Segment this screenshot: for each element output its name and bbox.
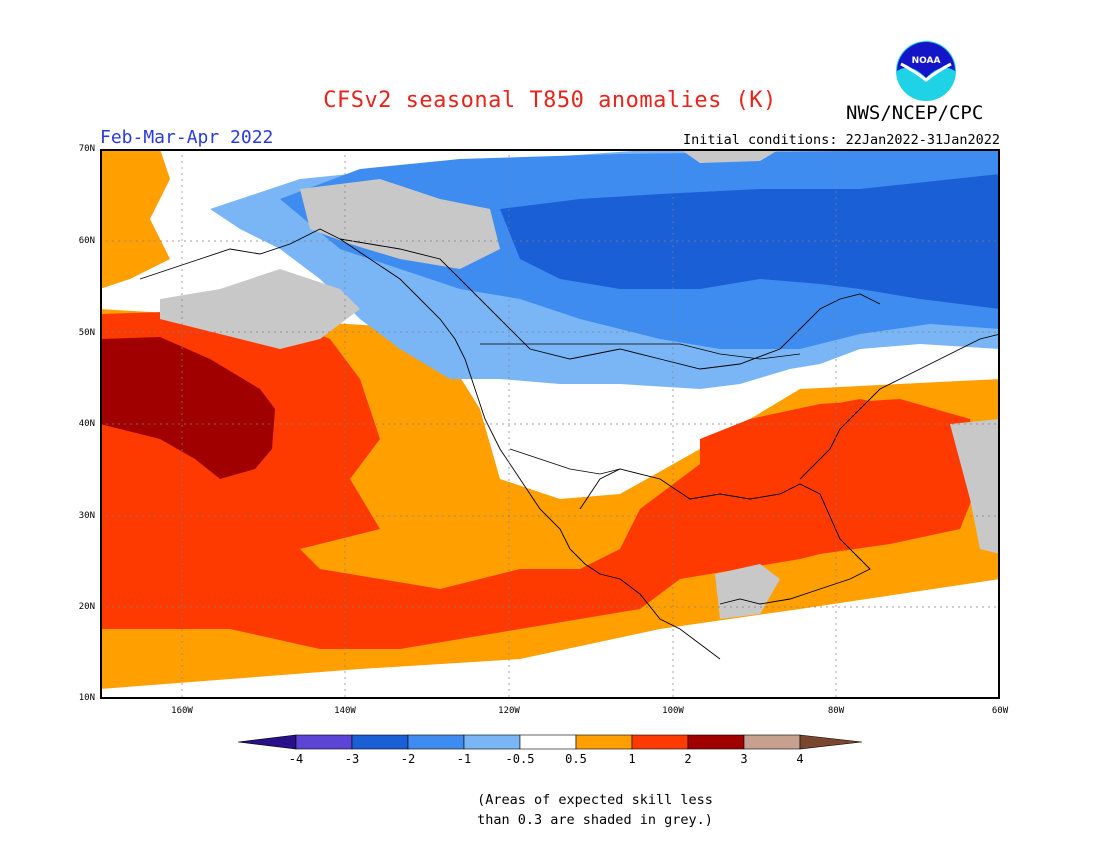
low-skill-grey-east-atlantic [950, 419, 1000, 554]
colorbar-bin [743, 734, 801, 750]
lon-label: 160W [171, 706, 193, 716]
coastline-west [339, 238, 721, 660]
lon-label: 140W [334, 706, 356, 716]
low-skill-grey-alaska [300, 179, 500, 269]
colorbar-label: -4 [288, 752, 304, 766]
colorbar-bin [575, 734, 633, 750]
coastline-gulf [579, 468, 871, 605]
anomaly-region-orange-alaska-west [100, 149, 170, 289]
lat-label: 10N [78, 693, 95, 703]
anomaly-map [100, 149, 1000, 699]
lat-label: 40N [78, 419, 95, 429]
colorbar-bin [295, 734, 353, 750]
graticule [100, 149, 1000, 699]
lon-label: 120W [498, 706, 520, 716]
map-title: CFSv2 seasonal T850 anomalies (K) [323, 88, 777, 113]
lon-label: 100W [662, 706, 684, 716]
skill-footnote-line2: than 0.3 are shaded in grey.) [477, 812, 713, 828]
colorbar-bin [463, 734, 521, 750]
colorbar-bin [687, 734, 745, 750]
anomaly-region-darkred [100, 337, 275, 479]
colorbar-label: -3 [344, 752, 360, 766]
coastline-alaska [139, 228, 341, 280]
colorbar-label: 2 [684, 752, 692, 766]
coastline-north [339, 238, 881, 370]
initial-conditions-label: Initial conditions: 22Jan2022-31Jan2022 [683, 132, 1000, 148]
colorbar-bin [351, 734, 409, 750]
skill-footnote-line1: (Areas of expected skill less [477, 792, 713, 808]
noaa-logo: NOAA [896, 41, 956, 101]
colorbar-label: 4 [796, 752, 804, 766]
colorbar-label: 0.5 [565, 752, 587, 766]
colorbar-label: -0.5 [505, 752, 535, 766]
colorbar-label: -1 [456, 752, 472, 766]
mexico-border [509, 448, 621, 475]
colorbar-bin [407, 734, 465, 750]
lon-label: 80W [827, 706, 845, 716]
map-frame [100, 149, 1000, 699]
logo-text: NOAA [912, 56, 941, 66]
colorbar-label: 1 [628, 752, 636, 766]
colorbar-label: -2 [400, 752, 416, 766]
colorbar-label: 3 [740, 752, 748, 766]
lat-label: 20N [78, 602, 95, 612]
lat-label: 70N [78, 144, 95, 154]
anomaly-region-red-east [700, 399, 975, 554]
organization-label: NWS/NCEP/CPC [846, 102, 984, 124]
anomaly-region-darkblue [500, 174, 1000, 309]
colorbar-bin [631, 734, 689, 750]
lat-label: 30N [78, 511, 95, 521]
lat-label: 50N [78, 328, 95, 338]
lon-label: 60W [991, 706, 1009, 716]
low-skill-grey-arctic [680, 149, 780, 163]
low-skill-grey-northwest [160, 269, 360, 349]
season-label: Feb-Mar-Apr 2022 [100, 127, 274, 148]
lat-label: 60N [78, 236, 95, 246]
low-skill-grey-caribbean [715, 564, 780, 619]
us-border [480, 343, 801, 360]
coastline-east [799, 333, 1000, 480]
colorbar-bin-lt-neg4 [238, 734, 297, 750]
colorbar-bin [519, 734, 577, 750]
colorbar-bin-gt-pos4 [799, 734, 863, 750]
colorbar [238, 734, 863, 750]
